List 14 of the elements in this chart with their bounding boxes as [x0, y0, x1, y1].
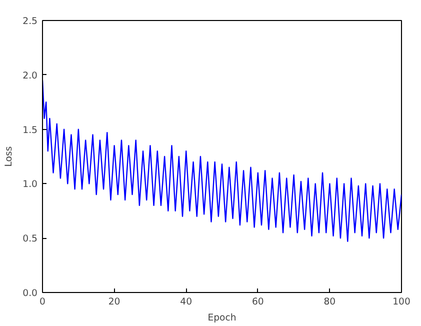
y-tick-label: 2.0	[22, 70, 38, 82]
x-axis-title: Epoch	[208, 312, 236, 324]
x-tick-label: 40	[180, 296, 192, 308]
y-tick-label: 2.5	[22, 16, 38, 27]
x-tick-label: 0	[40, 296, 46, 308]
y-tick-label: 1.5	[22, 124, 38, 136]
y-tick-label: 0.5	[22, 234, 38, 245]
x-tick-label: 80	[324, 296, 336, 308]
y-tick-label: 0.0	[22, 288, 38, 299]
x-tick-label: 100	[392, 296, 410, 308]
x-tick-label: 20	[108, 296, 120, 308]
x-tick-label: 60	[252, 296, 264, 308]
y-axis-title: Loss	[4, 146, 15, 167]
y-tick-label: 1.0	[22, 179, 38, 190]
